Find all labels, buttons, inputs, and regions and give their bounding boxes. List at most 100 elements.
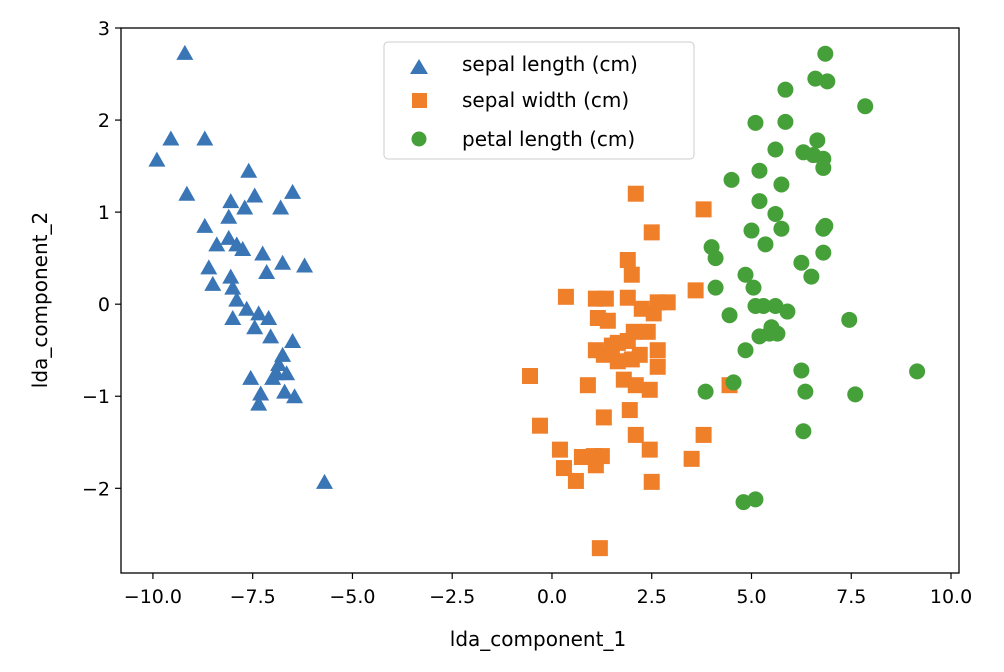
sepal-width-point	[627, 377, 644, 394]
legend-triangle-marker	[410, 59, 428, 74]
x-tick-label: 10.0	[930, 586, 972, 608]
plot-frame	[120, 27, 960, 574]
sepal-width-point	[587, 457, 604, 474]
sepal-length-point	[234, 240, 252, 256]
sepal-width-point	[645, 305, 662, 322]
legend-label-petal-length: petal length (cm)	[462, 127, 635, 151]
sepal-width-point	[623, 351, 640, 368]
sepal-width-point	[649, 358, 666, 375]
petal-length-point	[779, 303, 796, 320]
sepal-width-point	[551, 441, 568, 458]
petal-length-point	[857, 98, 874, 115]
sepal-width-point	[643, 473, 660, 490]
petal-length-point	[755, 298, 772, 315]
sepal-length-point	[196, 217, 214, 233]
sepal-length-point	[250, 305, 268, 321]
sepal-length-point	[200, 259, 218, 275]
sepal-length-point	[224, 279, 242, 295]
sepal-length-point	[284, 333, 302, 349]
sepal-width-point	[641, 381, 658, 398]
petal-length-point	[807, 70, 824, 87]
sepal-length-point	[178, 185, 196, 201]
sepal-length-point	[208, 236, 226, 252]
petal-length-point	[721, 307, 738, 324]
sepal-length-point	[176, 44, 194, 60]
petal-length-point	[697, 383, 714, 400]
petal-length-point	[815, 220, 832, 237]
legend-box	[383, 41, 695, 160]
sepal-width-point	[557, 288, 574, 305]
petal-length-point	[809, 132, 826, 149]
y-tick-label: 3	[98, 18, 110, 40]
legend-circle-marker	[411, 131, 427, 147]
y-tick-label: 2	[98, 110, 110, 132]
petal-length-point	[747, 491, 764, 508]
x-tick-label: 7.5	[836, 586, 866, 608]
sepal-length-point	[246, 187, 264, 203]
sepal-width-point	[627, 185, 644, 202]
sepal-width-point	[597, 290, 614, 307]
petal-length-point	[723, 171, 740, 188]
petal-length-point	[757, 236, 774, 253]
sepal-length-point	[274, 254, 292, 270]
y-tick-label: 0	[98, 294, 110, 316]
sepal-width-point	[683, 450, 700, 467]
sepal-width-point	[639, 323, 656, 340]
petal-length-point	[743, 222, 760, 239]
sepal-width-point	[609, 353, 626, 370]
petal-length-point	[773, 176, 790, 193]
petal-length-point	[751, 328, 768, 345]
petal-length-point	[819, 73, 836, 90]
sepal-width-point	[649, 342, 666, 359]
sepal-width-point	[522, 367, 539, 384]
petal-length-point	[777, 113, 794, 130]
sepal-length-point	[162, 130, 180, 146]
petal-length-point	[841, 311, 858, 328]
sepal-width-point	[609, 334, 626, 351]
sepal-length-point	[272, 199, 290, 215]
sepal-length-point	[254, 245, 272, 261]
sepal-width-point	[695, 201, 712, 218]
sepal-width-point	[623, 266, 640, 283]
sepal-width-point	[555, 460, 572, 477]
sepal-width-point	[641, 441, 658, 458]
petal-length-point	[707, 250, 724, 267]
sepal-length-point	[296, 257, 314, 273]
sepal-length-point	[278, 365, 296, 381]
petal-length-point	[767, 205, 784, 222]
legend-square-marker	[412, 93, 427, 108]
petal-length-point	[793, 254, 810, 271]
petal-length-point	[725, 374, 742, 391]
sepal-width-point	[687, 282, 704, 299]
sepal-length-point	[316, 473, 334, 489]
sepal-length-point	[242, 369, 260, 385]
petal-length-point	[817, 45, 834, 62]
petal-length-point	[795, 423, 812, 440]
y-tick-label: −1	[82, 386, 110, 408]
sepal-length-point	[260, 309, 278, 325]
y-tick-label: 1	[98, 202, 110, 224]
sepal-length-point	[228, 291, 246, 307]
x-tick-label: −7.5	[230, 586, 276, 608]
petal-length-point	[707, 279, 724, 296]
sepal-length-point	[258, 263, 276, 279]
y-tick-label: −2	[82, 478, 110, 500]
sepal-width-point	[532, 417, 548, 434]
legend-label-sepal-width: sepal width (cm)	[462, 88, 629, 112]
x-tick-label: 2.5	[637, 586, 667, 608]
sepal-length-point	[264, 369, 282, 385]
sepal-width-point	[579, 377, 596, 394]
sepal-length-point	[222, 268, 240, 284]
data-points	[148, 44, 926, 557]
x-tick-label: 5.0	[736, 586, 766, 608]
sepal-length-point	[252, 385, 270, 401]
petal-length-point	[815, 159, 832, 176]
sepal-length-point	[286, 388, 304, 404]
petal-length-point	[793, 362, 810, 379]
petal-length-point	[767, 141, 784, 158]
sepal-length-point	[236, 199, 254, 215]
petal-length-point	[803, 268, 820, 285]
sepal-length-point	[238, 300, 256, 316]
sepal-width-point	[627, 426, 644, 443]
